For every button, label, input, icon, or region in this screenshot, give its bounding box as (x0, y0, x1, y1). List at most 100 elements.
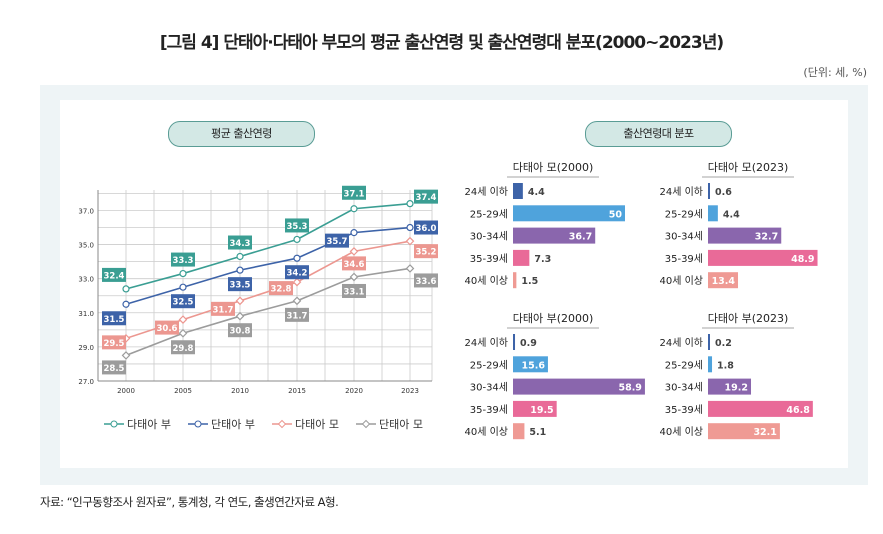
data-label-bg (342, 283, 366, 298)
data-label: 30.8 (230, 327, 251, 337)
category-label: 30-34세 (470, 382, 508, 394)
data-label-bg (325, 233, 349, 248)
legend-marker (277, 419, 287, 429)
bar (513, 356, 548, 373)
bar (708, 249, 818, 266)
data-point (122, 285, 130, 293)
source-note: 자료: “인구동향조사 원자료”, 통계청, 각 연도, 출생연간자료 A형. (40, 495, 339, 509)
data-label: 34.3 (230, 239, 251, 249)
x-tick-label: 2000 (117, 387, 135, 395)
data-label-bg (269, 281, 293, 296)
data-label-bg (211, 301, 235, 316)
x-tick-label: 2023 (401, 387, 419, 395)
category-label: 25-29세 (665, 208, 703, 220)
bar-value-label: 46.8 (786, 405, 810, 416)
bar (708, 334, 710, 350)
data-point (405, 236, 415, 246)
bar-value-label: 48.9 (791, 254, 814, 265)
category-label: 30-34세 (665, 382, 703, 394)
legend-marker (361, 419, 371, 429)
category-label: 40세 이상 (464, 275, 508, 287)
data-label: 35.7 (327, 237, 348, 247)
category-label: 24세 이하 (659, 185, 703, 198)
bar-value-label: 1.5 (521, 276, 538, 287)
data-point (122, 300, 130, 308)
series-line-3 (125, 267, 411, 357)
data-label-bg (414, 273, 438, 288)
bar (708, 183, 710, 199)
category-label: 30-34세 (470, 231, 508, 243)
category-label: 30-34세 (665, 231, 703, 243)
category-label: 35-39세 (665, 404, 703, 416)
data-label: 36.0 (416, 224, 437, 234)
bar (708, 423, 780, 440)
data-label: 37.4 (416, 193, 437, 203)
bar (513, 423, 525, 440)
legend-marker (110, 420, 118, 428)
data-point (406, 223, 414, 232)
bar (708, 400, 813, 417)
y-tick-label: 37.0 (78, 207, 94, 215)
panel-title: 다태아 모(2000) (513, 161, 594, 174)
bar-value-label: 19.5 (530, 405, 553, 416)
data-label: 33.6 (416, 277, 437, 287)
category-label: 40세 이상 (659, 426, 703, 438)
x-tick-label: 2005 (174, 387, 192, 395)
data-point (405, 264, 415, 273)
category-label: 35-39세 (470, 404, 508, 416)
bar-value-label: 7.3 (534, 254, 551, 265)
data-label: 35.3 (287, 222, 308, 232)
bar (513, 334, 516, 350)
bar-value-label: 0.2 (715, 338, 732, 349)
data-point (179, 283, 187, 291)
data-label-bg (102, 267, 126, 282)
bar (513, 183, 523, 199)
data-point (178, 315, 188, 324)
bar (708, 356, 713, 373)
data-point (178, 328, 188, 338)
bar (513, 378, 645, 395)
data-label-bg (102, 311, 126, 326)
category-label: 25-29세 (665, 359, 703, 371)
legend-marker (194, 420, 202, 428)
data-label-bg (285, 218, 309, 233)
bar-value-label: 13.4 (712, 276, 736, 287)
category-label: 25-29세 (470, 208, 508, 220)
y-tick-label: 35.0 (78, 242, 94, 250)
y-tick-label: 29.0 (78, 344, 94, 352)
data-label: 34.6 (344, 260, 365, 270)
data-point (236, 252, 244, 261)
data-point (349, 247, 359, 256)
bar-value-label: 4.4 (528, 187, 545, 198)
x-tick-label: 2020 (345, 387, 363, 395)
bar (708, 205, 718, 222)
bar-value-label: 32.7 (755, 232, 778, 243)
bar-value-label: 36.7 (569, 232, 592, 243)
bar-value-label: 19.2 (725, 383, 748, 394)
bar-value-label: 5.1 (529, 427, 546, 438)
data-label: 33.1 (344, 287, 365, 297)
category-label: 40세 이상 (464, 426, 508, 438)
bar-value-label: 58.9 (618, 383, 641, 394)
unit-label: (단위: 세, %) (803, 66, 867, 79)
data-point (179, 269, 187, 278)
data-label: 31.5 (104, 315, 125, 325)
data-point (292, 277, 302, 287)
data-point (121, 351, 131, 360)
line-chart-title: 평균 출산연령 (168, 121, 315, 147)
data-label: 32.4 (104, 271, 125, 281)
bar-value-label: 0.6 (715, 187, 732, 198)
x-tick-label: 2010 (231, 387, 249, 395)
data-label-bg (171, 294, 195, 309)
y-tick-label: 31.0 (78, 310, 94, 318)
data-label-bg (228, 323, 252, 338)
data-label: 35.2 (416, 248, 437, 258)
x-tick-label: 2015 (288, 387, 306, 395)
data-label: 32.8 (271, 285, 292, 295)
data-label-bg (414, 220, 438, 235)
legend-label: 단태아 모 (379, 418, 423, 431)
data-label-bg (171, 252, 195, 267)
bar-value-label: 15.6 (521, 360, 545, 371)
data-label: 30.6 (157, 324, 178, 334)
